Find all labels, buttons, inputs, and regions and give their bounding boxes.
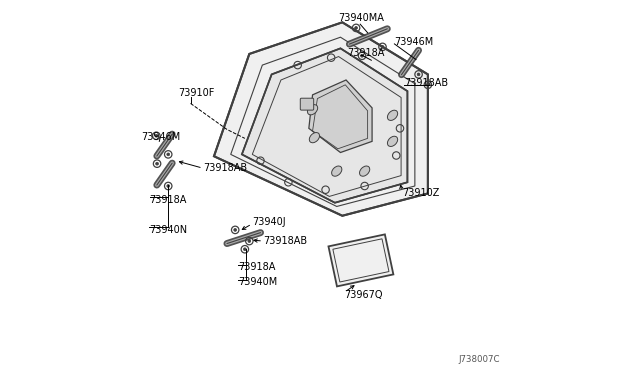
Circle shape	[360, 54, 364, 57]
Circle shape	[243, 248, 246, 251]
Circle shape	[167, 185, 170, 187]
FancyBboxPatch shape	[300, 98, 314, 110]
Text: J738007C: J738007C	[459, 355, 500, 364]
Text: 73940J: 73940J	[252, 217, 286, 227]
Text: 73940N: 73940N	[149, 225, 187, 235]
Text: 73918A: 73918A	[347, 48, 385, 58]
Polygon shape	[214, 22, 428, 216]
Text: 73946M: 73946M	[141, 132, 180, 142]
Circle shape	[155, 134, 157, 137]
Circle shape	[248, 240, 251, 243]
Text: 73910Z: 73910Z	[402, 189, 439, 198]
Polygon shape	[328, 234, 394, 286]
Text: 73940MA: 73940MA	[338, 13, 384, 23]
Circle shape	[381, 45, 384, 48]
Ellipse shape	[387, 110, 397, 121]
Ellipse shape	[332, 166, 342, 176]
Text: 73940M: 73940M	[238, 277, 277, 287]
Ellipse shape	[387, 136, 397, 147]
Text: 73967Q: 73967Q	[344, 290, 383, 299]
Ellipse shape	[360, 166, 370, 176]
Polygon shape	[309, 80, 372, 153]
Ellipse shape	[307, 105, 317, 115]
Text: 73918AB: 73918AB	[203, 163, 247, 173]
Circle shape	[417, 73, 420, 76]
Polygon shape	[242, 48, 408, 203]
Text: 73918A: 73918A	[238, 262, 276, 272]
Circle shape	[426, 83, 429, 86]
Ellipse shape	[309, 132, 319, 143]
Text: 73918A: 73918A	[150, 195, 187, 205]
Circle shape	[156, 162, 159, 165]
Text: 73918AB: 73918AB	[404, 78, 448, 87]
Text: 73918AB: 73918AB	[264, 236, 308, 246]
Circle shape	[234, 228, 237, 231]
Text: 73946M: 73946M	[394, 37, 434, 46]
Circle shape	[167, 153, 170, 156]
Circle shape	[355, 26, 358, 29]
Text: 73910F: 73910F	[178, 88, 214, 98]
